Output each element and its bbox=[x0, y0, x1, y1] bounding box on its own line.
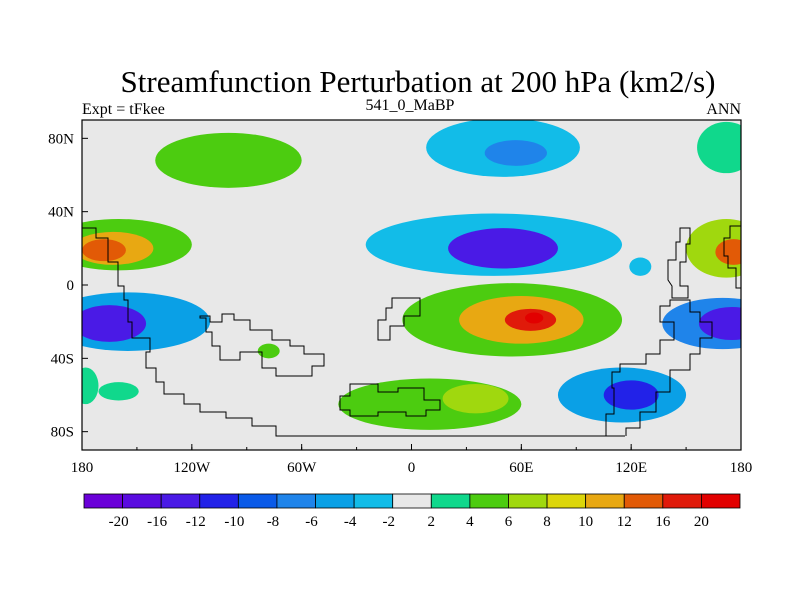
y-tick-label: 0 bbox=[67, 278, 75, 294]
colorbar-swatch bbox=[392, 493, 432, 509]
y-axis: 80N 40N 0 40S 80S bbox=[48, 131, 88, 441]
right-string: ANN bbox=[706, 101, 741, 118]
colorbar-swatch bbox=[701, 493, 741, 509]
contour-fill-layer bbox=[82, 120, 741, 430]
colorbar-swatch bbox=[122, 493, 162, 509]
colorbar-swatch bbox=[199, 493, 239, 509]
colorbar-label: 4 bbox=[466, 514, 474, 530]
colorbar-label: -20 bbox=[109, 514, 129, 530]
contour-blob-25 bbox=[629, 257, 652, 276]
x-tick-label: 60W bbox=[287, 460, 317, 476]
colorbar-label: -2 bbox=[382, 514, 395, 530]
coastline-central-america bbox=[199, 313, 325, 377]
colorbar-swatch bbox=[508, 493, 548, 509]
x-tick-label: 120W bbox=[173, 460, 211, 476]
coastline-australia bbox=[605, 299, 713, 436]
coastline-americas bbox=[82, 227, 625, 437]
contour-blob-14 bbox=[82, 305, 147, 342]
y-tick-label: 40N bbox=[48, 205, 74, 221]
colorbar-label: -12 bbox=[186, 514, 206, 530]
colorbar-swatch bbox=[83, 493, 123, 509]
colorbar: -20 -16 -12 -10 -8 -6 -4 -2 2 4 6 8 10 12 16 20 bbox=[83, 493, 741, 530]
colorbar-label: 12 bbox=[617, 514, 632, 530]
x-tick-label: 60E bbox=[509, 460, 533, 476]
colorbar-label: 2 bbox=[428, 514, 436, 530]
y-tick-label: 80S bbox=[51, 425, 74, 441]
colorbar-swatch bbox=[353, 493, 394, 509]
coastline-asia-east bbox=[667, 227, 691, 299]
coastline-south-atlantic-island bbox=[339, 383, 441, 417]
colorbar-swatch bbox=[585, 493, 625, 509]
colorbar-swatch bbox=[546, 493, 587, 509]
y-tick-label: 40S bbox=[51, 351, 74, 367]
chart-title: Streamfunction Perturbation at 200 hPa (… bbox=[121, 64, 716, 99]
contour-blob-19 bbox=[484, 140, 547, 166]
x-tick-label: 180 bbox=[71, 460, 94, 476]
left-string: Expt = tFkee bbox=[82, 101, 165, 118]
contour-blob-18 bbox=[603, 380, 659, 410]
colorbar-label: -16 bbox=[147, 514, 167, 530]
contour-blob-12 bbox=[448, 228, 558, 269]
colorbar-label: 16 bbox=[655, 514, 671, 530]
colorbar-swatch bbox=[469, 493, 509, 509]
contour-blob-22 bbox=[715, 239, 741, 265]
colorbar-swatch bbox=[623, 493, 664, 509]
colorbar-label: 20 bbox=[694, 514, 709, 530]
colorbar-label: -8 bbox=[267, 514, 280, 530]
colorbar-label: -6 bbox=[305, 514, 318, 530]
plot-area bbox=[82, 120, 741, 450]
contour-blob-21 bbox=[82, 239, 126, 262]
y-tick-label: 80N bbox=[48, 131, 74, 147]
colorbar-label: -10 bbox=[224, 514, 244, 530]
colorbar-label: 8 bbox=[543, 514, 551, 530]
colorbar-swatch bbox=[430, 493, 471, 509]
contour-blob-24 bbox=[98, 382, 139, 401]
colorbar-swatch bbox=[160, 493, 201, 509]
contour-blob-16 bbox=[698, 307, 741, 340]
x-tick-label: 120E bbox=[615, 460, 647, 476]
coastline-layer bbox=[82, 225, 741, 437]
x-axis: 180 120W 60W 0 60E 120E 180 bbox=[71, 444, 753, 476]
colorbar-swatch bbox=[315, 493, 355, 509]
colorbar-label: -4 bbox=[344, 514, 357, 530]
contour-blob-17 bbox=[442, 384, 509, 414]
colorbar-swatch bbox=[276, 493, 316, 509]
colorbar-label: 6 bbox=[505, 514, 513, 530]
contour-blob-6 bbox=[155, 132, 302, 188]
contour-blob-13 bbox=[697, 121, 741, 174]
coastline-west-pacific-edge bbox=[723, 225, 741, 289]
center-string: 541_0_MaBP bbox=[366, 97, 455, 114]
colorbar-swatch bbox=[662, 493, 702, 509]
colorbar-label: 10 bbox=[578, 514, 593, 530]
colorbar-swatch bbox=[237, 493, 278, 509]
contour-blob-27 bbox=[524, 312, 544, 324]
contour-blob-26 bbox=[257, 343, 280, 359]
x-tick-label: 0 bbox=[408, 460, 416, 476]
contour-blob-23 bbox=[82, 367, 99, 405]
x-tick-label: 180 bbox=[730, 460, 753, 476]
coastline-africa-west bbox=[377, 297, 421, 341]
